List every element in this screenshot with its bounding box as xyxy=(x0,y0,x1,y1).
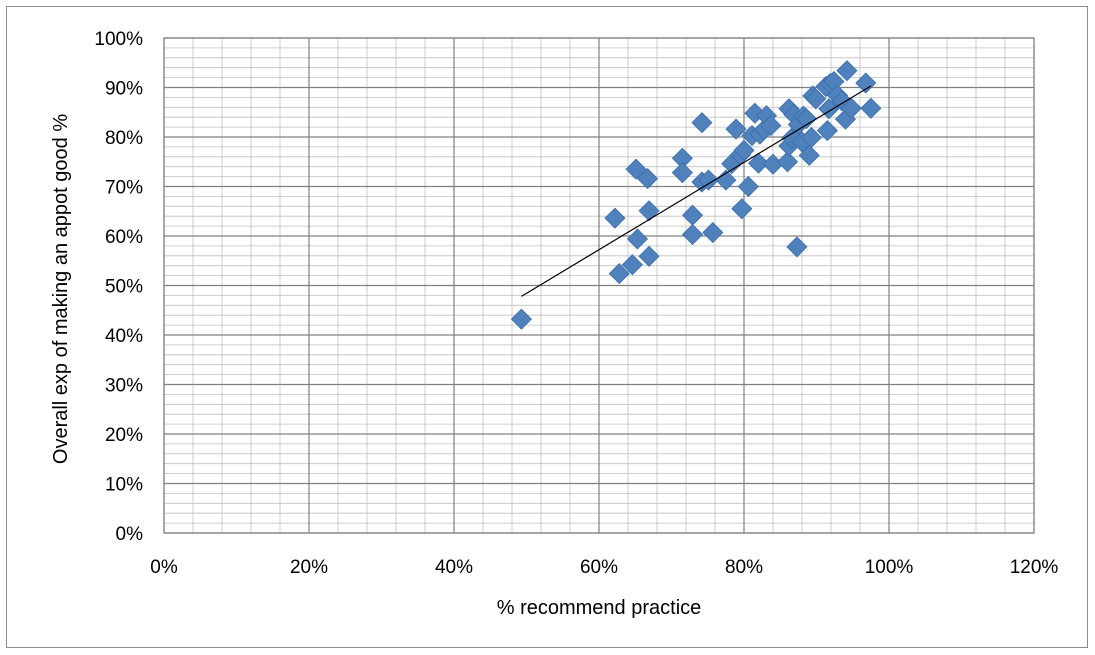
plot-area-border xyxy=(163,37,1035,534)
data-point xyxy=(608,263,630,285)
y-axis-title: Overall exp of making an appot good % xyxy=(50,114,72,464)
data-point xyxy=(786,236,808,258)
x-axis-title: % recommend practice xyxy=(497,597,702,619)
tick-labels: 0% 20% 40% 60% 80% 100% 120% 0% 10% 20% 30% 40% 50% 6… xyxy=(94,29,1058,578)
y-tick-label: 50% xyxy=(105,277,143,298)
data-point xyxy=(840,97,862,119)
data-point xyxy=(747,152,770,174)
y-tick-label: 40% xyxy=(105,326,143,347)
data-point xyxy=(855,72,877,94)
data-point xyxy=(510,308,532,330)
data-point xyxy=(816,119,838,142)
x-tick-label: 80% xyxy=(725,557,763,578)
y-tick-label: 60% xyxy=(105,227,143,248)
data-point xyxy=(760,115,782,137)
chart-frame xyxy=(6,6,1088,648)
y-tick-label: 90% xyxy=(105,79,143,100)
trendline xyxy=(521,85,872,297)
data-point xyxy=(671,162,693,184)
data-point xyxy=(800,126,822,149)
x-tick-label: 40% xyxy=(435,557,473,578)
data-point xyxy=(836,60,858,82)
data-point xyxy=(776,151,799,173)
data-point xyxy=(725,118,747,140)
x-tick-label: 60% xyxy=(580,557,618,578)
grid-layer xyxy=(163,37,1035,534)
data-point xyxy=(681,204,704,226)
data-point xyxy=(626,228,648,250)
x-tick-label: 120% xyxy=(1010,557,1059,578)
x-tick-label: 0% xyxy=(150,557,178,578)
y-tick-label: 100% xyxy=(94,29,143,50)
data-point xyxy=(798,144,820,166)
data-point xyxy=(638,200,660,222)
y-tick-label: 0% xyxy=(116,524,144,545)
data-point xyxy=(681,223,704,246)
data-points xyxy=(510,60,882,330)
data-point xyxy=(795,108,817,130)
y-tick-label: 80% xyxy=(105,128,143,149)
data-point xyxy=(733,139,755,161)
data-point xyxy=(860,97,882,119)
data-point xyxy=(691,112,713,134)
y-tick-label: 70% xyxy=(105,178,143,199)
data-point xyxy=(731,198,753,220)
data-point xyxy=(621,254,643,276)
y-tick-label: 20% xyxy=(105,425,143,446)
data-point xyxy=(697,169,720,191)
data-point xyxy=(805,88,827,110)
y-tick-label: 30% xyxy=(105,376,143,397)
data-point xyxy=(625,158,647,180)
data-point xyxy=(638,245,660,267)
data-point xyxy=(604,207,626,229)
data-point xyxy=(637,168,659,190)
data-point xyxy=(702,221,724,244)
y-tick-label: 10% xyxy=(105,475,143,496)
x-tick-label: 100% xyxy=(865,557,914,578)
data-point xyxy=(737,175,759,198)
x-tick-label: 20% xyxy=(290,557,328,578)
